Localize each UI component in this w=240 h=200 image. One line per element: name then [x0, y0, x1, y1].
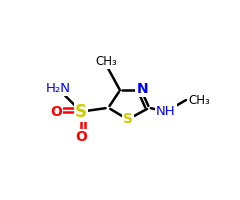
Text: S: S: [123, 112, 133, 126]
Text: NH: NH: [156, 105, 175, 118]
Text: CH₃: CH₃: [96, 55, 117, 68]
Text: N: N: [137, 82, 148, 96]
Text: CH₃: CH₃: [188, 94, 210, 106]
Text: O: O: [50, 105, 62, 119]
Text: O: O: [75, 130, 87, 144]
Text: S: S: [75, 103, 87, 121]
Text: H₂N: H₂N: [45, 82, 70, 95]
